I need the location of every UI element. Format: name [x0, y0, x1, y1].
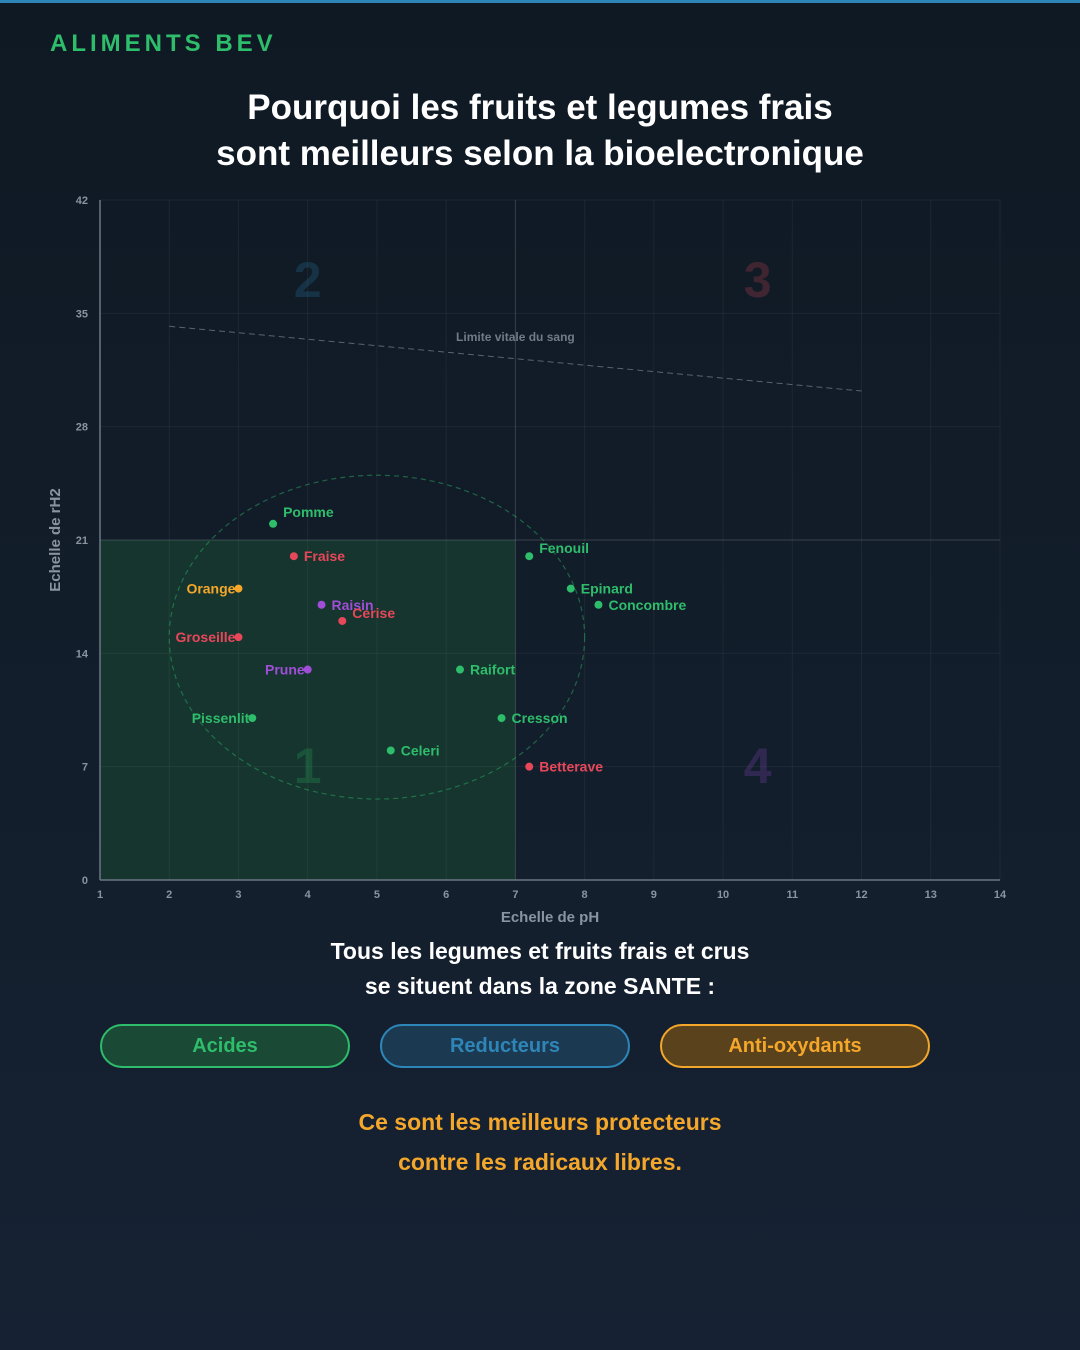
point-label-raifort: Raifort: [470, 662, 515, 678]
zone-caption-line-1: Tous les legumes et fruits frais et crus: [330, 938, 750, 964]
x-tick-label: 13: [925, 889, 937, 901]
x-tick-label: 4: [305, 889, 312, 901]
point-label-prune: Prune: [265, 662, 305, 678]
point-fenouil: [525, 552, 534, 561]
y-axis-title: Echelle de rH2: [47, 488, 64, 591]
x-tick-label: 2: [166, 889, 172, 901]
page-title-line-2: sont meilleurs selon la bioelectronique: [216, 134, 864, 173]
point-label-pissenlit: Pissenlit: [192, 710, 250, 726]
pill-anti-oxydants[interactable]: Anti-oxydants: [660, 1024, 930, 1068]
x-tick-label: 12: [855, 889, 867, 901]
x-tick-label: 14: [994, 889, 1007, 901]
point-fraise: [289, 552, 298, 561]
point-label-fraise: Fraise: [304, 548, 345, 564]
y-tick-label: 28: [76, 422, 88, 434]
top-accent-rule: [0, 0, 1080, 3]
point-epinard: [566, 584, 575, 593]
y-tick-label: 35: [76, 308, 88, 320]
health-zone-area: [100, 540, 516, 880]
zone-number-2: 2: [294, 252, 322, 308]
x-tick-label: 5: [374, 889, 380, 901]
y-tick-label: 21: [76, 535, 88, 547]
point-label-cerise: Cerise: [352, 605, 395, 621]
point-label-epinard: Epinard: [581, 581, 633, 597]
x-tick-label: 6: [443, 889, 449, 901]
point-betterave: [525, 762, 534, 771]
blood-limit-label: Limite vitale du sang: [456, 330, 575, 344]
point-concombre: [594, 600, 603, 609]
pill-reducteurs[interactable]: Reducteurs: [380, 1024, 630, 1068]
brand-logo-text: ALIMENTS BEV: [50, 30, 277, 57]
point-pomme: [269, 519, 278, 528]
point-celeri: [386, 746, 395, 755]
footer-message: Ce sont les meilleurs protecteurs contre…: [0, 1102, 1080, 1182]
x-tick-label: 9: [651, 889, 657, 901]
page-title: Pourquoi les fruits et legumes frais son…: [0, 85, 1080, 177]
y-tick-label: 42: [76, 195, 88, 207]
x-tick-label: 8: [582, 889, 588, 901]
zone-number-4: 4: [744, 738, 772, 794]
x-axis-title: Echelle de pH: [501, 909, 599, 926]
x-tick-label: 3: [235, 889, 241, 901]
point-label-betterave: Betterave: [539, 759, 603, 775]
health-ellipse: [168, 474, 586, 800]
point-prune: [303, 665, 312, 674]
point-label-celeri: Celeri: [401, 742, 440, 758]
zone-caption: Tous les legumes et fruits frais et crus…: [0, 934, 1080, 1004]
point-groseille: [234, 633, 243, 642]
blood-limit-line: [169, 325, 862, 392]
pill-acides[interactable]: Acides: [100, 1024, 350, 1068]
point-label-orange: Orange: [186, 581, 235, 597]
point-label-concombre: Concombre: [608, 597, 686, 613]
footer-line-1: Ce sont les meilleurs protecteurs: [358, 1109, 722, 1135]
point-raisin: [317, 600, 326, 609]
y-tick-label: 0: [82, 875, 88, 887]
zone-number-1: 1: [294, 738, 322, 794]
point-label-fenouil: Fenouil: [539, 540, 589, 556]
point-label-raisin: Raisin: [332, 597, 374, 613]
page-title-line-1: Pourquoi les fruits et legumes frais: [247, 88, 833, 127]
point-orange: [234, 584, 243, 593]
x-tick-label: 11: [786, 889, 798, 901]
y-tick-label: 14: [76, 648, 89, 660]
zone-caption-line-2: se situent dans la zone SANTE :: [364, 973, 716, 999]
point-label-cresson: Cresson: [512, 710, 568, 726]
x-tick-label: 10: [717, 889, 729, 901]
y-tick-label: 7: [82, 762, 88, 774]
point-cerise: [338, 616, 347, 625]
x-tick-label: 1: [97, 889, 103, 901]
zone-number-3: 3: [744, 252, 772, 308]
point-raifort: [456, 665, 464, 674]
point-label-groseille: Groseille: [176, 629, 236, 645]
point-cresson: [497, 714, 506, 723]
point-label-pomme: Pomme: [283, 504, 334, 520]
point-pissenlit: [248, 714, 257, 723]
footer-line-2: contre les radicaux libres.: [398, 1149, 682, 1175]
x-tick-label: 7: [512, 889, 518, 901]
